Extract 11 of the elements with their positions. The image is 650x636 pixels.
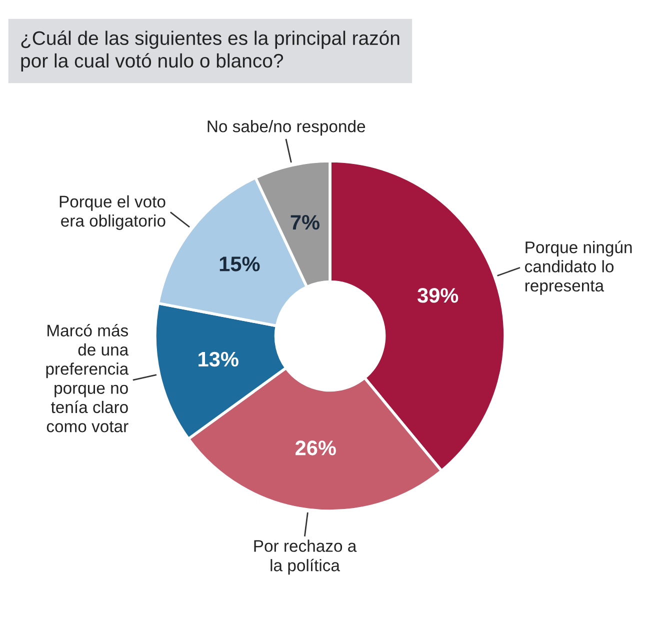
slice-label: Porque ningún candidato lo representa (525, 240, 632, 295)
data-label: 7% (290, 215, 320, 230)
chart-title: ¿Cuál de las siguientes es la principal razón por la cual votó nulo o blanco? (21, 30, 400, 72)
data-label: 26% (296, 440, 336, 456)
slice-label: Porque el voto era obligatorio (60, 195, 166, 230)
data-label: 15% (220, 256, 260, 272)
slice-label: Por rechazo a la política (254, 540, 357, 575)
slice-label: No sabe/no responde (208, 120, 366, 136)
data-label: 13% (198, 352, 238, 367)
data-label: 39% (417, 288, 458, 303)
slice-label: Marcó más de una preferencia porque no tenía claro como votar (46, 324, 129, 432)
